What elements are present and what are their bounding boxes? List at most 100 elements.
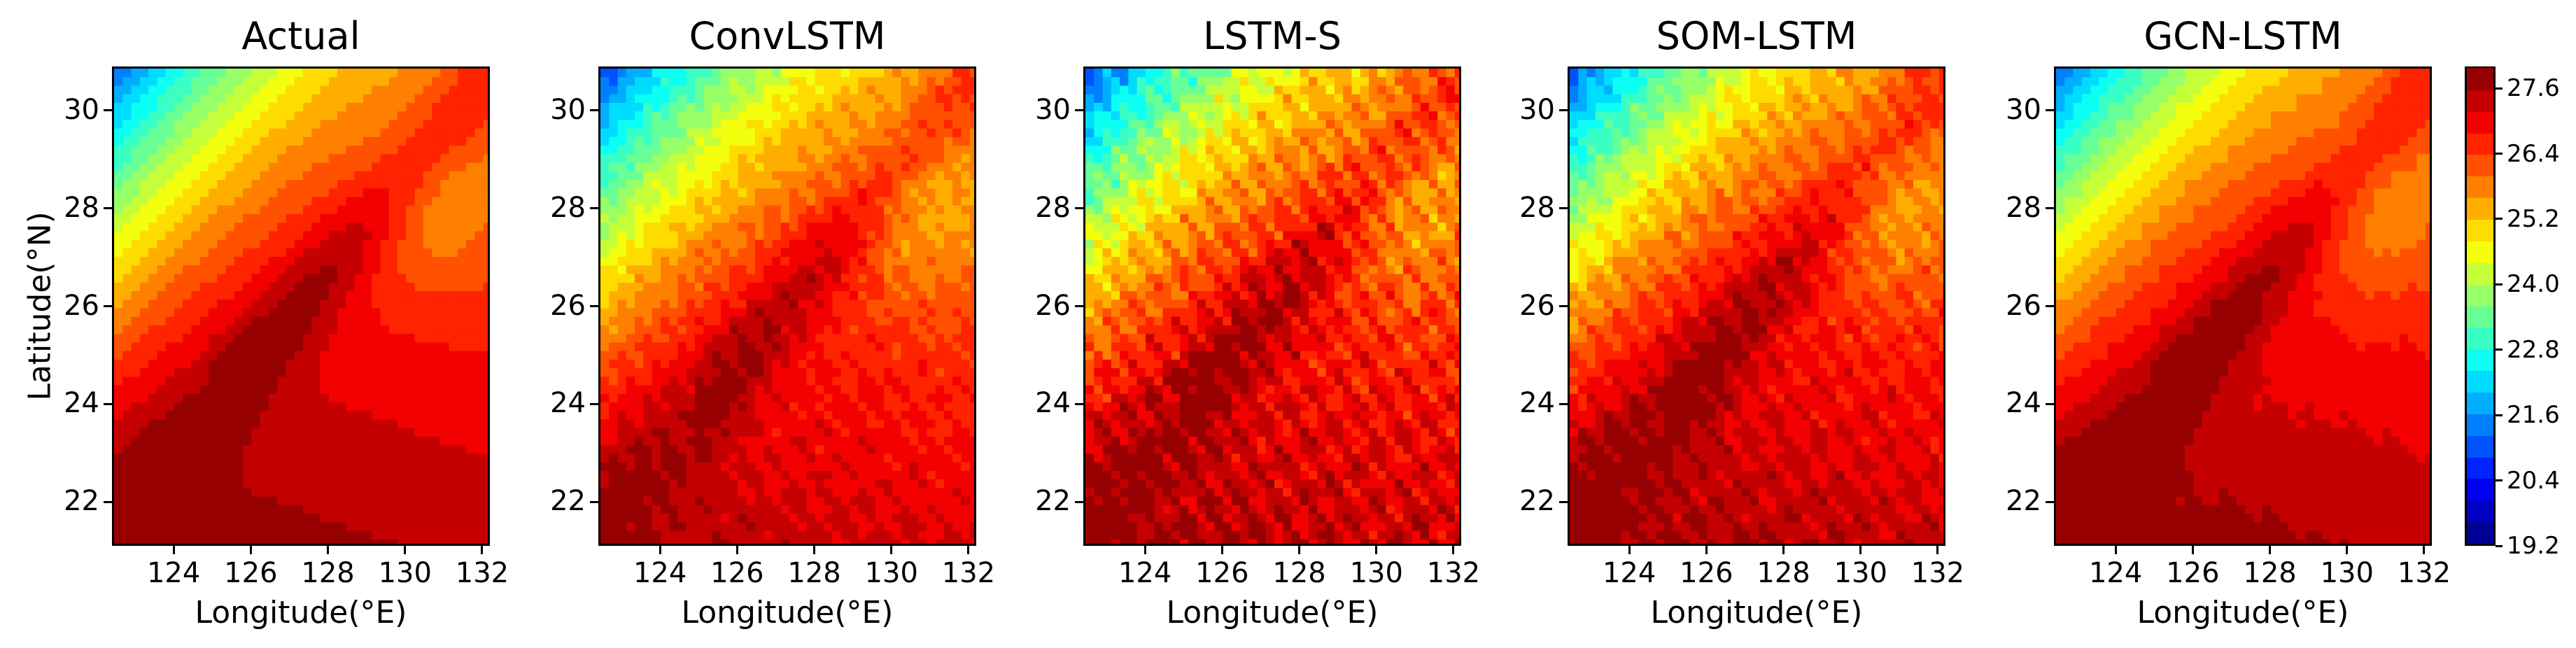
heatmap-cell: [209, 146, 218, 155]
heatmap-cell: [927, 146, 936, 155]
heatmap-cell: [695, 265, 704, 275]
heatmap-cell: [414, 102, 424, 112]
heatmap-cell: [148, 479, 157, 488]
heatmap-cell: [260, 334, 269, 344]
heatmap-cell: [397, 300, 407, 309]
heatmap-cell: [148, 120, 157, 129]
heatmap-cell: [729, 102, 738, 112]
heatmap-cell: [901, 368, 910, 377]
heatmap-cell: [643, 453, 653, 463]
heatmap-cell: [363, 308, 372, 318]
heatmap-cell: [832, 325, 842, 334]
x-axis-label: Longitude(°E): [195, 595, 407, 631]
heatmap-cell: [388, 231, 398, 241]
heatmap-cell: [183, 359, 192, 369]
heatmap-cell: [303, 428, 312, 437]
heatmap-cell: [617, 265, 627, 275]
heatmap-cell: [131, 265, 141, 275]
heatmap-cell: [131, 385, 141, 395]
heatmap-cell: [969, 514, 974, 523]
heatmap-cell: [148, 248, 157, 258]
heatmap-cell: [380, 231, 390, 241]
heatmap-cell: [720, 300, 730, 309]
heatmap-cell: [397, 334, 407, 344]
x-tick-label: 126: [224, 557, 278, 589]
heatmap-cell: [148, 385, 157, 395]
heatmap-cell: [234, 462, 244, 472]
heatmap-cell: [320, 213, 330, 223]
heatmap-cell: [600, 154, 610, 164]
heatmap-cell: [927, 120, 936, 129]
heatmap-cell: [901, 488, 910, 498]
heatmap-cell: [286, 376, 295, 386]
heatmap-cell: [277, 120, 287, 129]
heatmap-cell: [303, 342, 312, 352]
heatmap-cell: [251, 69, 261, 78]
heatmap-cell: [969, 265, 974, 275]
heatmap-cell: [388, 180, 398, 189]
heatmap-cell: [277, 257, 287, 266]
heatmap-cell: [927, 342, 936, 352]
heatmap-cell: [1120, 69, 1129, 78]
heatmap-cell: [122, 188, 132, 198]
heatmap-cell: [686, 359, 696, 369]
heatmap-cell: [165, 120, 175, 129]
heatmap-cell: [789, 453, 798, 463]
heatmap-cell: [234, 188, 244, 198]
heatmap-cell: [165, 445, 175, 455]
heatmap-cell: [626, 180, 635, 189]
heatmap-cell: [346, 274, 356, 283]
heatmap-cell: [961, 488, 971, 498]
heatmap-cell: [780, 393, 790, 403]
heatmap-cell: [738, 291, 747, 300]
heatmap-cell: [858, 136, 868, 146]
heatmap-cell: [918, 223, 927, 232]
heatmap-cell: [677, 470, 687, 480]
heatmap-cell: [380, 530, 390, 540]
heatmap-cell: [772, 282, 782, 292]
heatmap-cell: [414, 530, 424, 540]
heatmap-cell: [397, 539, 407, 544]
heatmap-cell: [703, 453, 713, 463]
heatmap-cell: [406, 265, 416, 275]
heatmap-cell: [772, 393, 782, 403]
heatmap-cell: [380, 85, 390, 95]
heatmap-cell: [703, 393, 713, 403]
heatmap-cell: [901, 257, 910, 266]
heatmap-cell: [260, 265, 269, 275]
heatmap-cell: [346, 334, 356, 344]
heatmap-cell: [858, 376, 868, 386]
heatmap-cell: [952, 77, 962, 87]
heatmap-cell: [703, 470, 713, 480]
heatmap-cell: [866, 539, 876, 544]
heatmap-cell: [617, 146, 627, 155]
heatmap-cell: [337, 428, 346, 437]
heatmap-cell: [388, 197, 398, 206]
heatmap-cell: [483, 428, 488, 437]
heatmap-cell: [677, 419, 687, 429]
heatmap-cell: [789, 162, 798, 172]
heatmap-cell: [346, 197, 356, 206]
heatmap-cell: [824, 393, 833, 403]
heatmap-cell: [183, 197, 192, 206]
heatmap-cell: [346, 171, 356, 181]
heatmap-cell: [457, 180, 467, 189]
heatmap-cell: [763, 146, 773, 155]
heatmap-cell: [892, 128, 902, 138]
heatmap-cell: [875, 428, 885, 437]
heatmap-cell: [466, 368, 476, 377]
heatmap-cell: [363, 411, 372, 421]
heatmap-cell: [217, 300, 227, 309]
heatmap-cell: [225, 359, 235, 369]
heatmap-cell: [943, 69, 953, 78]
heatmap-cell: [712, 205, 722, 215]
heatmap-cell: [234, 376, 244, 386]
heatmap-cell: [122, 282, 132, 292]
heatmap-cell: [328, 77, 338, 87]
heatmap-cell: [363, 205, 372, 215]
heatmap-cell: [449, 282, 458, 292]
heatmap-cell: [363, 239, 372, 249]
heatmap-cell: [380, 325, 390, 334]
heatmap-cell: [251, 393, 261, 403]
heatmap-cell: [432, 94, 441, 104]
